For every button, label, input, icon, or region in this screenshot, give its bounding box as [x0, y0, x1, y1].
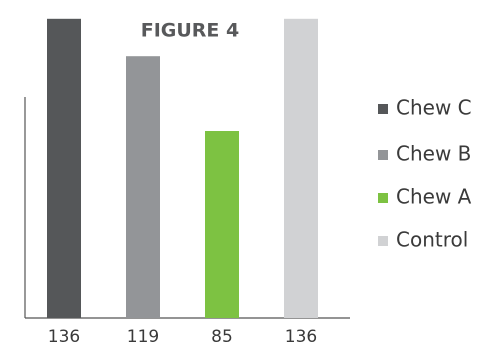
bar [205, 131, 239, 318]
legend-label: Chew A [396, 185, 472, 209]
legend-label: Chew B [396, 142, 471, 166]
legend-swatch [378, 150, 388, 160]
bar [126, 56, 160, 318]
chart-title: FIGURE 4 [141, 20, 240, 42]
legend-swatch [378, 104, 388, 114]
bar [284, 18, 318, 319]
legend-swatch [378, 193, 388, 203]
legend-label: Control [396, 228, 468, 252]
legend-swatch [378, 236, 388, 246]
value-label: 85 [211, 327, 233, 347]
value-label: 119 [127, 327, 159, 347]
value-label: 136 [48, 327, 80, 347]
value-label: 136 [285, 327, 317, 347]
legend-label: Chew C [396, 96, 472, 120]
bar [47, 18, 81, 319]
